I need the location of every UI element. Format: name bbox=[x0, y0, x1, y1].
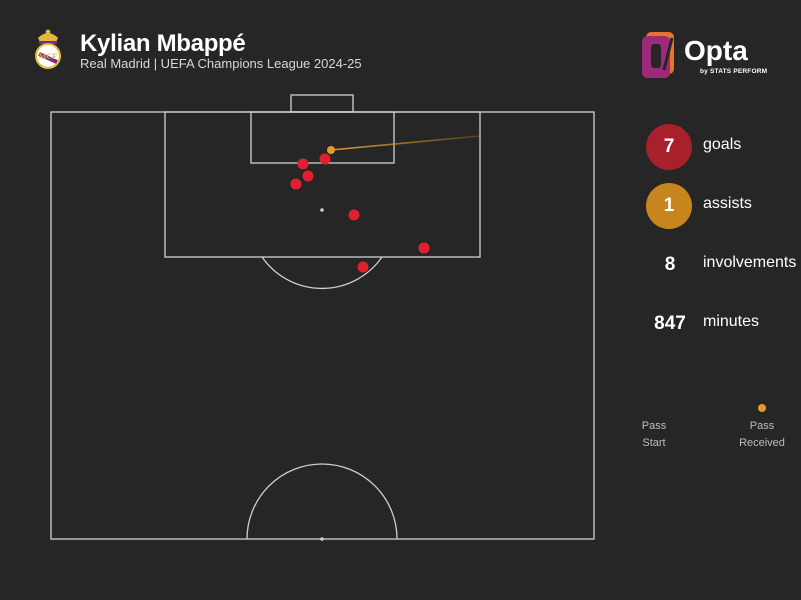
stat-assists: 1 assists bbox=[646, 183, 801, 229]
goal-marker bbox=[290, 178, 302, 190]
legend-end-line1: Pass bbox=[749, 420, 775, 432]
penalty-arc bbox=[261, 256, 383, 290]
player-name: Kylian Mbappé bbox=[80, 30, 246, 57]
stat-goals-label: goals bbox=[703, 136, 742, 153]
real-madrid-crest-icon: MCF bbox=[35, 29, 61, 69]
stat-goals-value: 7 bbox=[646, 124, 692, 170]
goal-marker bbox=[319, 153, 331, 165]
legend-start-line1: Pass bbox=[641, 420, 667, 432]
svg-text:MCF: MCF bbox=[39, 52, 57, 61]
opta-tagline: by STATS PERFORM bbox=[700, 68, 768, 75]
penalty-area bbox=[164, 111, 481, 258]
legend-pass-received: Pass Received bbox=[734, 418, 790, 452]
stat-involvements-value: 8 bbox=[664, 254, 676, 275]
penalty-spot bbox=[320, 208, 324, 212]
legend-pass-line-icon bbox=[652, 404, 766, 412]
opta-mark-icon bbox=[642, 32, 674, 78]
center-spot bbox=[320, 537, 324, 541]
opta-logo: Opta by STATS PERFORM bbox=[638, 30, 778, 80]
center-circle bbox=[246, 463, 398, 540]
goal-marker bbox=[297, 158, 309, 170]
legend-pass-start: Pass Start bbox=[630, 418, 678, 452]
stat-goals: 7 goals bbox=[646, 124, 801, 170]
pitch-outline bbox=[50, 111, 595, 540]
legend-end-line2: Received bbox=[739, 437, 785, 449]
subtitle: Real Madrid | UEFA Champions League 2024… bbox=[80, 56, 362, 71]
stat-minutes-label: minutes bbox=[703, 313, 760, 330]
opta-wordmark: Opta bbox=[684, 35, 748, 66]
goal-marker bbox=[302, 170, 314, 182]
goal-marker bbox=[348, 209, 360, 221]
pass-legend: Pass Start Pass Received bbox=[630, 398, 800, 458]
stat-assists-label: assists bbox=[703, 195, 752, 212]
goal-marker bbox=[357, 261, 369, 273]
stat-involvements-label: involvements bbox=[703, 254, 797, 271]
goal-marker bbox=[418, 242, 430, 254]
stat-involvements: 8 involvements bbox=[646, 242, 801, 288]
stat-minutes: 847 minutes bbox=[646, 301, 801, 347]
assist-pass-line bbox=[330, 135, 481, 151]
assist-marker bbox=[327, 146, 335, 154]
stat-assists-value: 1 bbox=[646, 183, 692, 229]
stat-minutes-value: 847 bbox=[654, 313, 686, 334]
goal bbox=[290, 94, 354, 113]
legend-start-line2: Start bbox=[642, 437, 666, 449]
